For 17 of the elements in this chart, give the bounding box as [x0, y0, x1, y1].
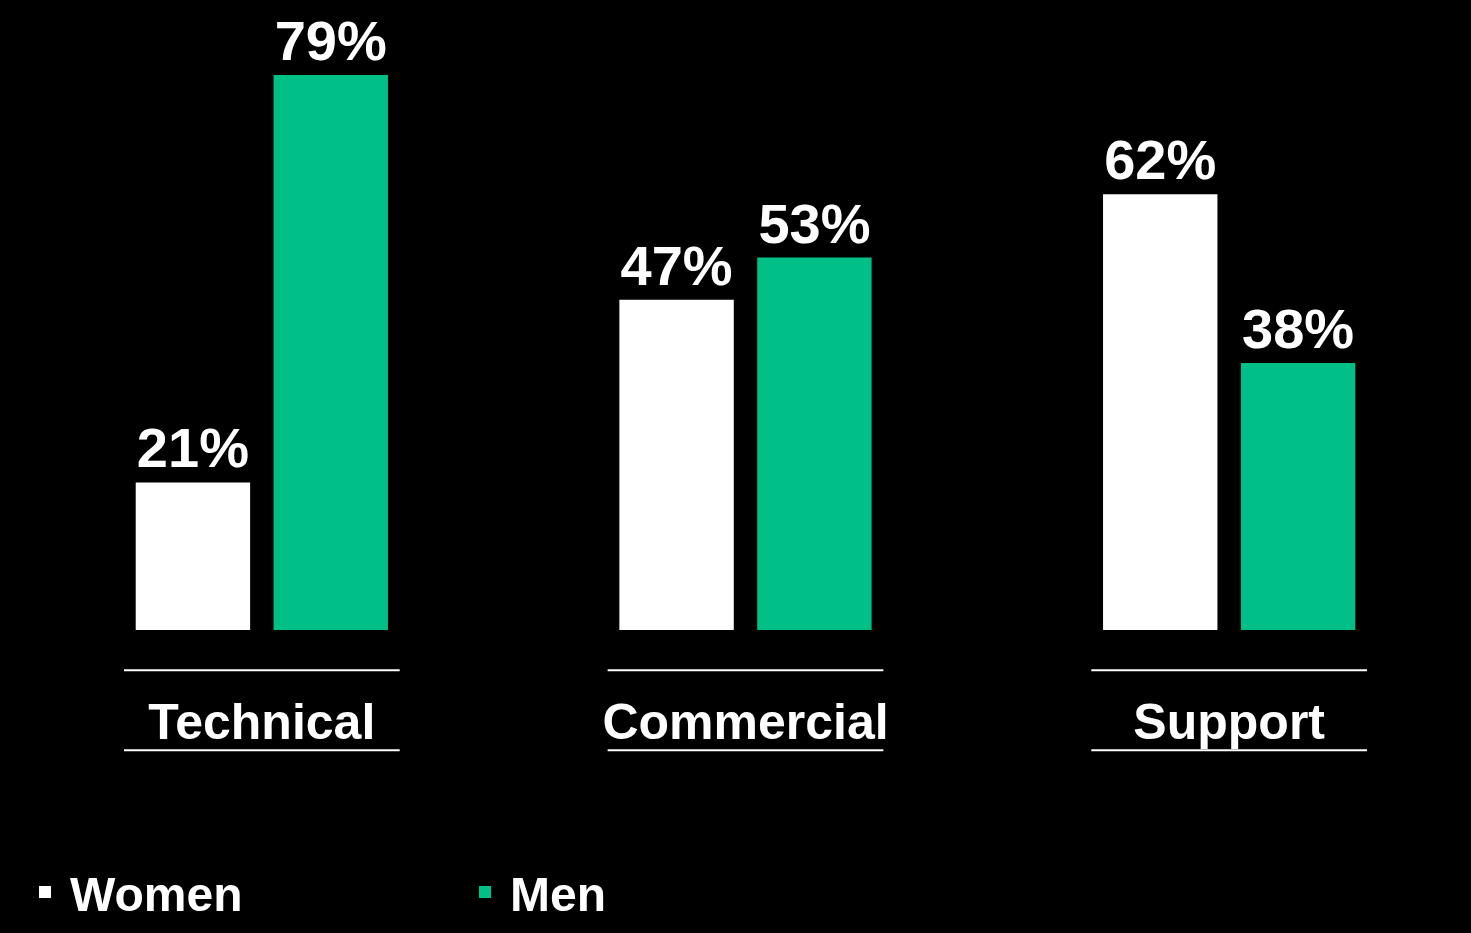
- bar: [1103, 194, 1218, 630]
- x-tick-label: Commercial: [602, 694, 889, 750]
- data-label: 21%: [136, 416, 249, 480]
- x-tick-label: Technical: [148, 694, 376, 750]
- data-label: 38%: [1242, 296, 1355, 360]
- legend-label: Women: [70, 867, 243, 921]
- bar: [273, 74, 388, 630]
- x-tick-label: Support: [1133, 694, 1326, 750]
- bar: [135, 482, 251, 630]
- bar: [757, 257, 872, 630]
- data-label: 79%: [274, 8, 387, 72]
- data-label: 53%: [758, 191, 871, 255]
- legend-label: Men: [510, 867, 606, 921]
- bar: [1240, 362, 1356, 630]
- bar: [619, 299, 734, 630]
- data-label: 47%: [620, 233, 733, 297]
- data-label: 62%: [1104, 128, 1217, 192]
